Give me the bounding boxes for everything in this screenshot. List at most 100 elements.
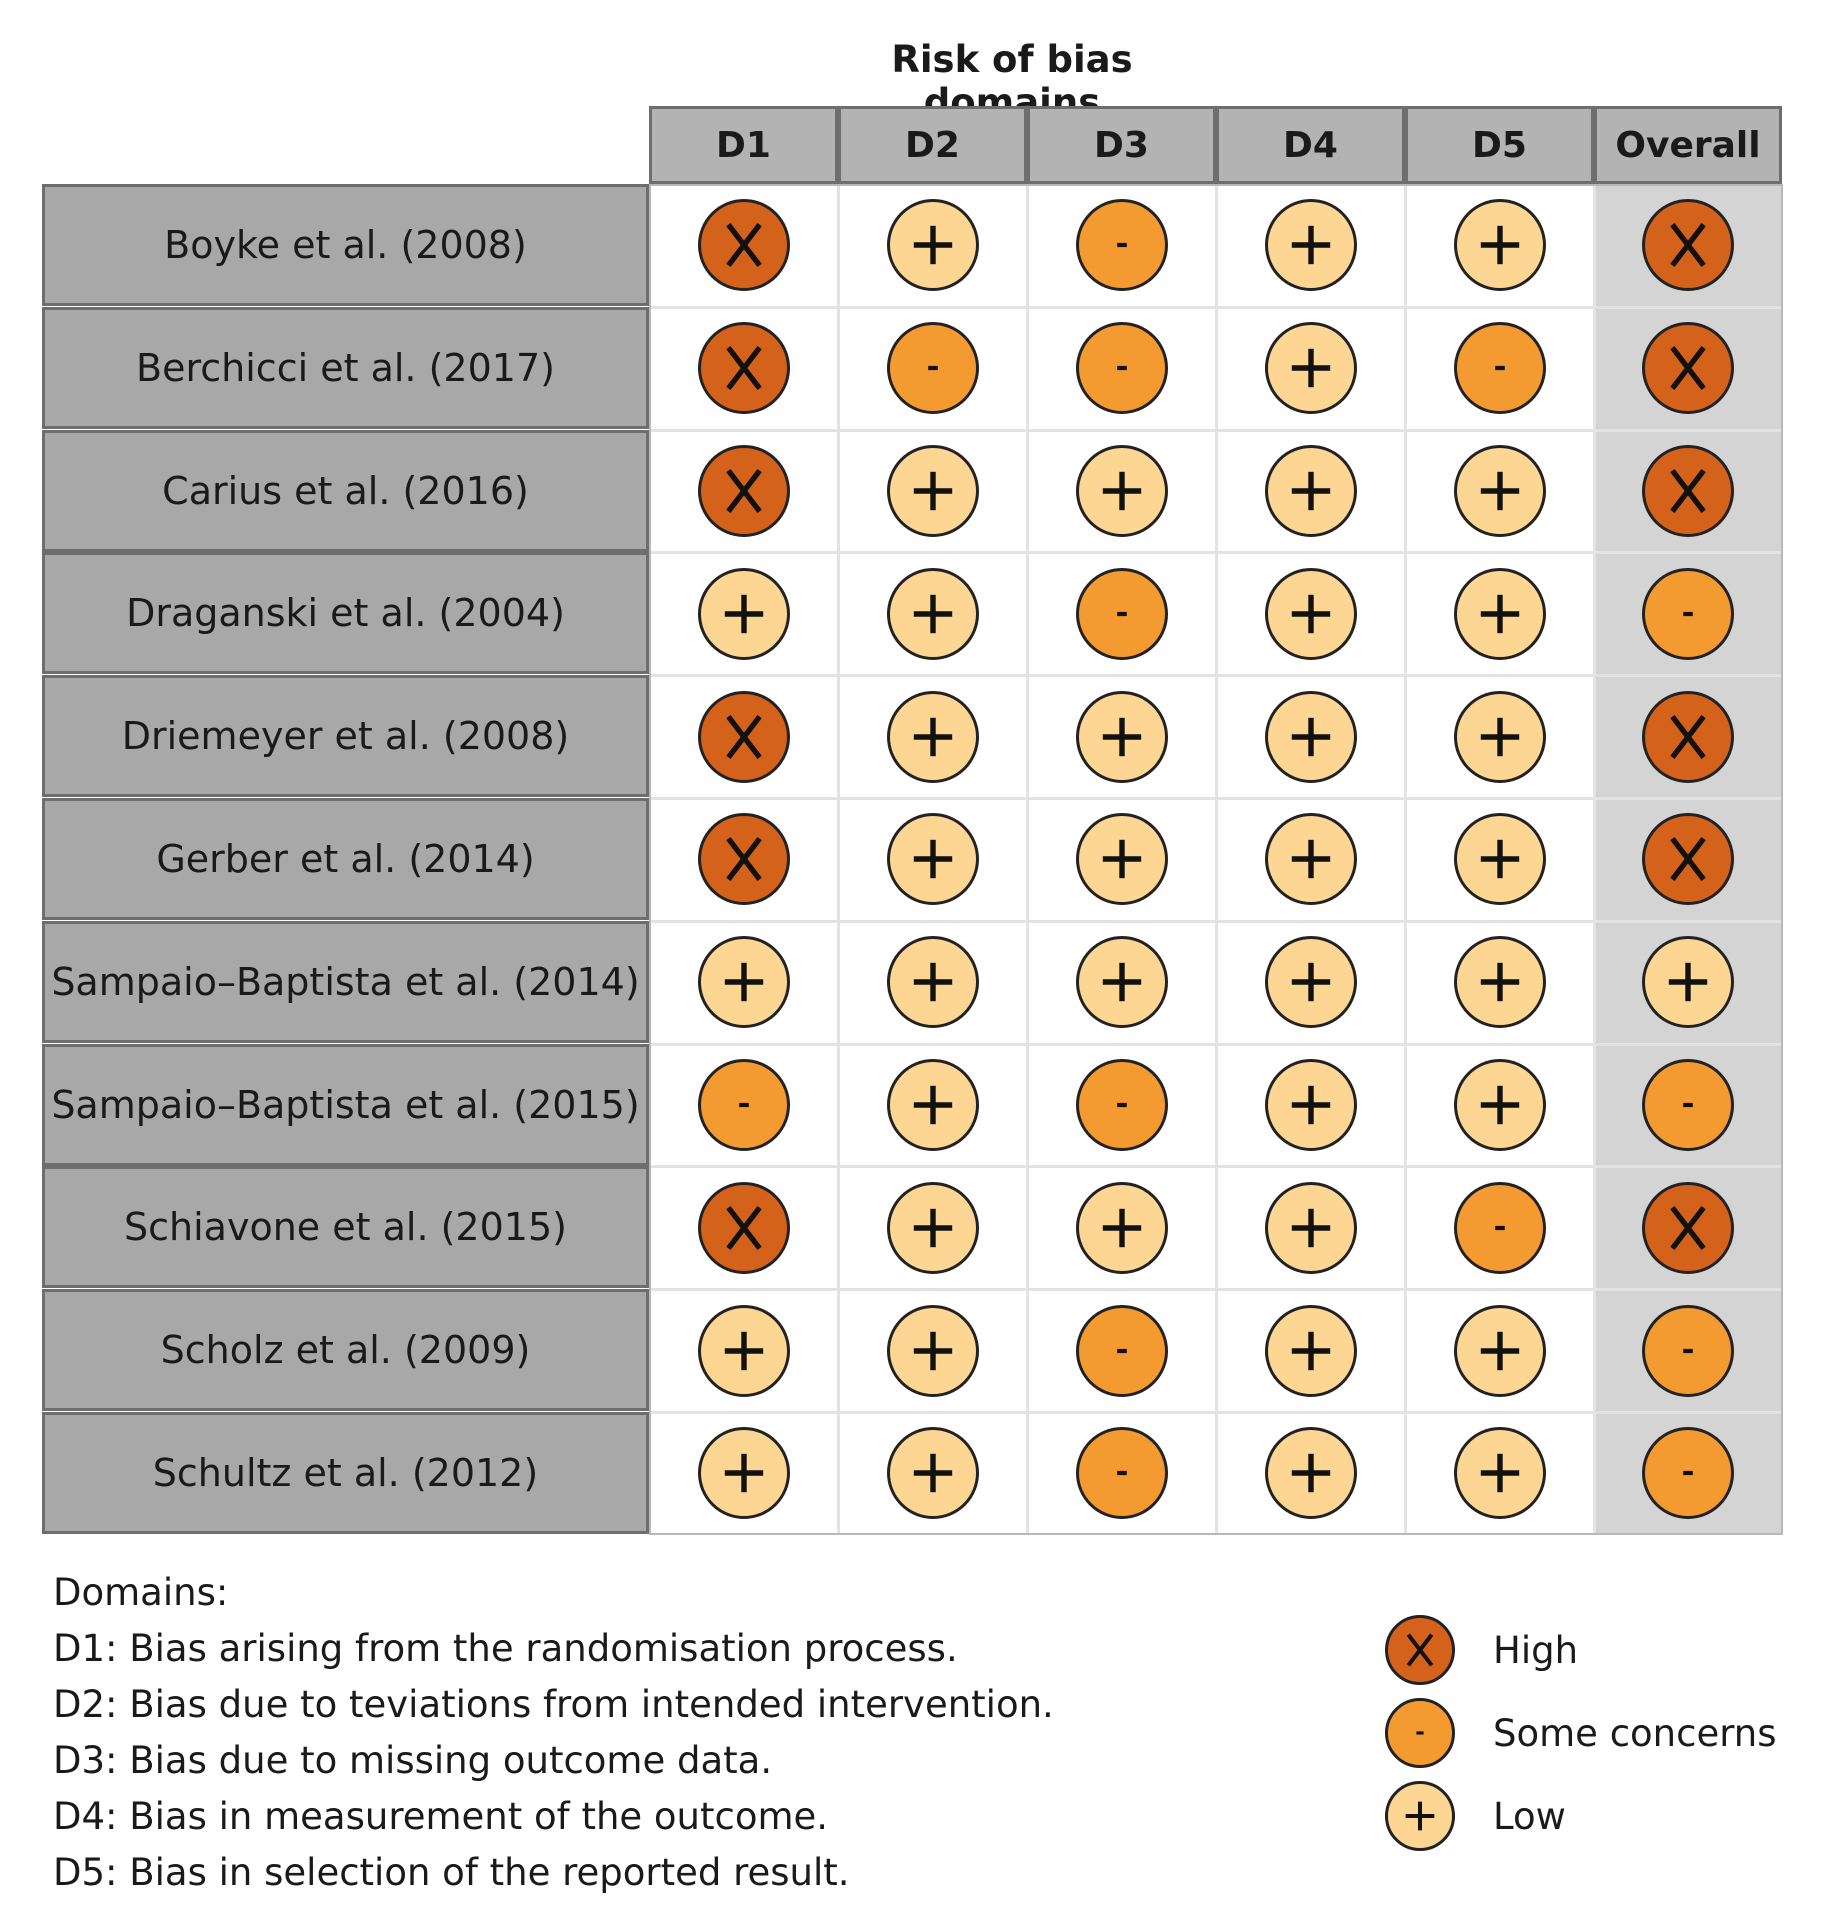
domain-description-d4: D4: Bias in measurement of the outcome. bbox=[53, 1795, 829, 1838]
study-label: Carius et al. (2016) bbox=[42, 429, 649, 552]
rating-low-d2-mark bbox=[886, 199, 979, 292]
rating-low-d1-mark bbox=[697, 567, 790, 660]
grid-line-vertical bbox=[1026, 184, 1029, 1535]
rating-low-d1-mark bbox=[697, 936, 790, 1029]
rating-high-d1-mark bbox=[697, 813, 790, 906]
grid-line-horizontal bbox=[649, 919, 1783, 923]
rating-some-d3-mark bbox=[1075, 567, 1168, 660]
rating-low-d5-mark bbox=[1453, 1427, 1546, 1520]
rating-low-d3-mark bbox=[1075, 445, 1168, 537]
rating-low-d2-mark bbox=[886, 936, 979, 1029]
rating-some-d3-mark bbox=[1075, 199, 1168, 292]
rating-low-d3-mark bbox=[1075, 690, 1168, 783]
grid-line-horizontal bbox=[649, 305, 1783, 309]
grid-line-horizontal bbox=[649, 797, 1783, 800]
rating-low-d1-mark bbox=[697, 1427, 790, 1520]
chart-title: Risk of bias domains bbox=[891, 38, 1133, 124]
rating-low-d4-mark bbox=[1264, 1427, 1357, 1520]
rating-high-overall-mark bbox=[1642, 322, 1734, 415]
rating-high-d1-mark bbox=[697, 690, 790, 783]
rating-some-overall-mark bbox=[1642, 1304, 1734, 1397]
rating-some-d3-mark bbox=[1075, 1304, 1168, 1397]
rating-low-overall-mark bbox=[1642, 936, 1734, 1029]
study-label: Gerber et al. (2014) bbox=[42, 798, 649, 920]
rating-low-d4-mark bbox=[1264, 199, 1357, 292]
rating-low-d2-mark bbox=[886, 1059, 979, 1151]
domains-heading: Domains: bbox=[53, 1571, 229, 1614]
study-label: Draganski et al. (2004) bbox=[42, 552, 649, 675]
rating-low-d4-mark bbox=[1264, 1304, 1357, 1397]
rating-low-d5-mark bbox=[1453, 445, 1546, 537]
rating-low-d4-mark bbox=[1264, 322, 1357, 415]
study-label: Schiavone et al. (2015) bbox=[42, 1166, 649, 1289]
grid-line-horizontal bbox=[649, 1042, 1783, 1046]
rating-high-overall-mark bbox=[1642, 445, 1734, 537]
domain-description-d2: D2: Bias due to teviations from intended… bbox=[53, 1683, 1054, 1726]
rating-low-d4-mark bbox=[1264, 690, 1357, 783]
domain-description-d1: D1: Bias arising from the randomisation … bbox=[53, 1627, 958, 1670]
legend-high-icon bbox=[1385, 1615, 1455, 1685]
rating-high-d1-mark bbox=[697, 322, 790, 415]
rating-low-d3-mark bbox=[1075, 936, 1168, 1029]
study-label: Boyke et al. (2008) bbox=[42, 184, 649, 306]
rating-high-overall-mark bbox=[1642, 199, 1734, 292]
grid-line-horizontal bbox=[649, 674, 1783, 678]
rating-some-d1-mark bbox=[697, 1059, 790, 1151]
legend-label: High bbox=[1493, 1628, 1579, 1672]
rating-low-d5-mark bbox=[1453, 690, 1546, 783]
rating-some-d3-mark bbox=[1075, 322, 1168, 415]
study-label: Scholz et al. (2009) bbox=[42, 1289, 649, 1412]
column-header-d2: D2 bbox=[838, 106, 1027, 184]
grid-frame bbox=[649, 184, 1783, 1535]
grid-line-horizontal bbox=[649, 1288, 1783, 1292]
domain-description-d3: D3: Bias due to missing outcome data. bbox=[53, 1739, 773, 1782]
legend-item-low: Low bbox=[1385, 1781, 1566, 1851]
rating-low-d5-mark bbox=[1453, 813, 1546, 906]
rating-some-overall-mark bbox=[1642, 1059, 1734, 1151]
rating-high-d1-mark bbox=[697, 199, 790, 292]
risk-of-bias-table: D1 D2 D3 D4 D5 Overall Boyke et al. (2008) Berc… bbox=[42, 106, 1783, 1535]
rating-some-overall-mark bbox=[1642, 567, 1734, 660]
legend-item-some: Some concerns bbox=[1385, 1698, 1777, 1768]
rating-high-overall-mark bbox=[1642, 690, 1734, 783]
rating-high-d1-mark bbox=[697, 445, 790, 537]
rating-some-d5-mark bbox=[1453, 322, 1546, 415]
rating-low-d2-mark bbox=[886, 690, 979, 783]
grid-line-horizontal bbox=[649, 428, 1783, 432]
rating-high-overall-mark bbox=[1642, 1181, 1734, 1274]
rating-low-d3-mark bbox=[1075, 813, 1168, 906]
rating-low-d5-mark bbox=[1453, 1059, 1546, 1151]
rating-some-d5-mark bbox=[1453, 1181, 1546, 1274]
column-header-overall: Overall bbox=[1594, 106, 1782, 184]
grid-line-vertical bbox=[1215, 184, 1218, 1535]
rating-some-d3-mark bbox=[1075, 1059, 1168, 1151]
rating-low-d5-mark bbox=[1453, 567, 1546, 660]
rating-low-d4-mark bbox=[1264, 445, 1357, 537]
grid-line-horizontal bbox=[649, 551, 1783, 555]
rating-low-d5-mark bbox=[1453, 199, 1546, 292]
study-label: Driemeyer et al. (2008) bbox=[42, 675, 649, 798]
rating-high-overall-mark bbox=[1642, 813, 1734, 906]
column-header-d4: D4 bbox=[1216, 106, 1405, 184]
rating-low-d4-mark bbox=[1264, 1181, 1357, 1274]
study-label: Berchicci et al. (2017) bbox=[42, 306, 649, 429]
study-label: Schultz et al. (2012) bbox=[42, 1412, 649, 1534]
column-header-d5: D5 bbox=[1405, 106, 1594, 184]
rating-low-d2-mark bbox=[886, 1427, 979, 1520]
legend-label: Low bbox=[1493, 1794, 1566, 1838]
rating-low-d5-mark bbox=[1453, 936, 1546, 1029]
study-label: Sampaio–Baptista et al. (2015) bbox=[42, 1043, 649, 1166]
rating-low-d2-mark bbox=[886, 567, 979, 660]
rating-high-d1-mark bbox=[697, 1181, 790, 1274]
rating-low-d2-mark bbox=[886, 1304, 979, 1397]
rating-some-d2-mark bbox=[886, 322, 979, 415]
column-header-d1: D1 bbox=[649, 106, 838, 184]
study-label: Sampaio–Baptista et al. (2014) bbox=[42, 920, 649, 1043]
rating-low-d2-mark bbox=[886, 1181, 979, 1274]
rating-low-d4-mark bbox=[1264, 1059, 1357, 1151]
domains-legend: Domains: D1: Bias arising from the rando… bbox=[53, 1565, 1054, 1901]
rating-low-d4-mark bbox=[1264, 567, 1357, 660]
legend-label: Some concerns bbox=[1493, 1711, 1777, 1755]
domain-description-d5: D5: Bias in selection of the reported re… bbox=[53, 1851, 850, 1894]
grid-line-horizontal bbox=[649, 1411, 1783, 1414]
